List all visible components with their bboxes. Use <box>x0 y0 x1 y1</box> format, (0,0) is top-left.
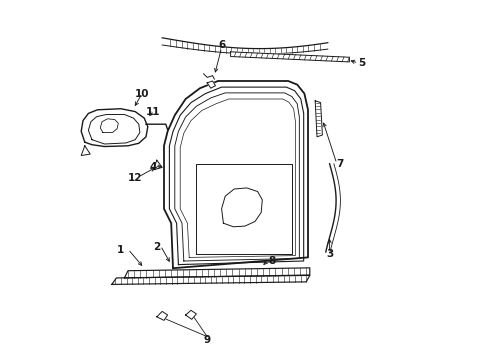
Text: 3: 3 <box>326 249 333 259</box>
Text: 10: 10 <box>135 89 149 99</box>
Text: 7: 7 <box>337 159 344 169</box>
Text: 5: 5 <box>358 58 366 68</box>
Text: 9: 9 <box>204 335 211 345</box>
Polygon shape <box>88 114 140 144</box>
Polygon shape <box>231 52 349 62</box>
Polygon shape <box>112 275 310 284</box>
Text: 1: 1 <box>117 245 124 255</box>
Polygon shape <box>207 81 216 88</box>
Polygon shape <box>186 310 196 319</box>
Text: 2: 2 <box>153 242 160 252</box>
Polygon shape <box>315 101 322 137</box>
Polygon shape <box>100 119 118 132</box>
Text: 11: 11 <box>146 107 160 117</box>
Text: 8: 8 <box>269 256 275 266</box>
Polygon shape <box>153 160 162 170</box>
Text: 4: 4 <box>149 162 157 172</box>
Polygon shape <box>81 146 90 156</box>
Polygon shape <box>81 109 148 147</box>
Polygon shape <box>157 311 168 320</box>
Text: 12: 12 <box>128 173 143 183</box>
Polygon shape <box>124 268 310 278</box>
Text: 6: 6 <box>218 40 225 50</box>
